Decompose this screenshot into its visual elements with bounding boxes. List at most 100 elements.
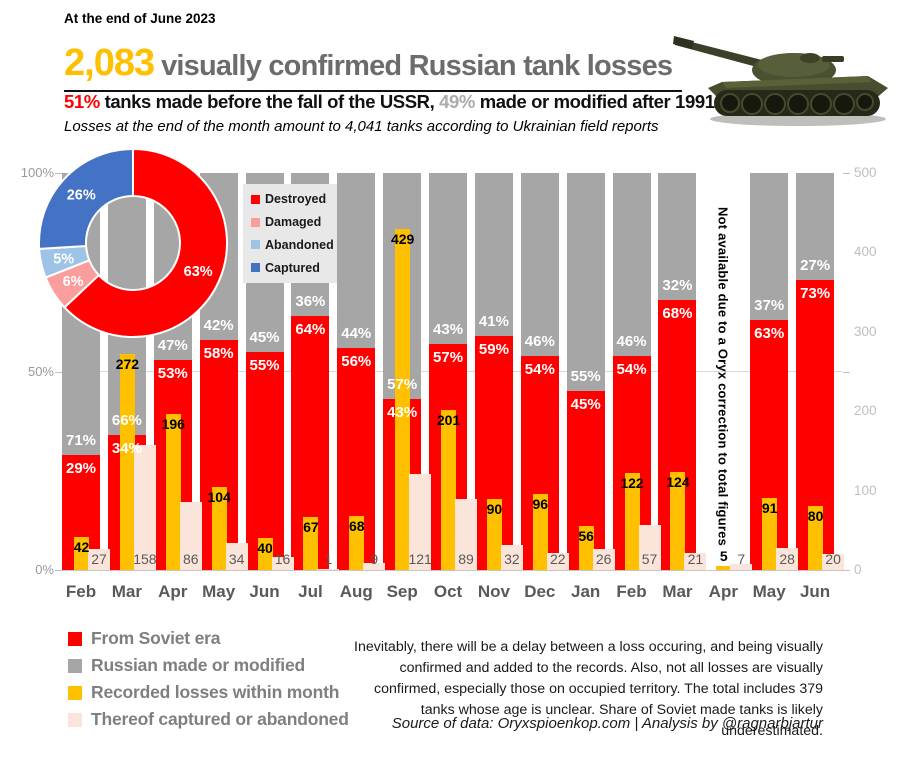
tank-gun — [673, 36, 770, 70]
recorded-losses-bar — [211, 487, 227, 570]
subtitle-soviet-share: 51% — [64, 91, 100, 112]
captured-value-label: 89 — [458, 551, 474, 567]
subtitle: 51% tanks made before the fall of the US… — [64, 91, 715, 113]
captured-value-label: 1 — [324, 551, 333, 567]
russian-share-label: 36% — [295, 292, 326, 310]
captured-abandoned-bar — [822, 554, 845, 570]
captured-value-label: 22 — [550, 551, 566, 567]
soviet-share-label: 64% — [295, 320, 326, 338]
legend-label: Thereof captured or abandoned — [91, 709, 349, 729]
legend-label: Destroyed — [265, 192, 327, 207]
captured-value-label: 7 — [737, 551, 746, 567]
month-label: Dec — [524, 582, 556, 601]
y-axis-left-tick — [55, 371, 62, 373]
captured-value-label: 16 — [274, 551, 291, 567]
recorded-losses-bar — [716, 566, 732, 570]
y-axis-right-label: 400 — [854, 244, 877, 260]
y-axis-right-label: 500 — [854, 165, 877, 180]
stacked-bar-russian — [520, 173, 559, 356]
russian-share-label: 42% — [203, 316, 234, 334]
legend-swatch-icon — [251, 240, 260, 250]
russian-share-label: 45% — [249, 328, 280, 346]
stacked-bar-russian — [750, 173, 789, 320]
month-label: May — [752, 582, 786, 601]
russian-share-label: 43% — [433, 320, 464, 338]
legend-label: From Soviet era — [91, 628, 221, 648]
legend-label: Damaged — [265, 215, 322, 230]
soviet-share-label: 43% — [387, 404, 418, 422]
donut-slice-pct-label: 5% — [53, 251, 74, 267]
recorded-losses-bar — [74, 536, 89, 570]
captured-value-label: 28 — [779, 551, 795, 567]
recorded-losses-bar — [670, 471, 686, 570]
y-axis-left-tick — [55, 570, 62, 571]
captured-value-label: 86 — [182, 551, 199, 567]
recorded-value-label: 429 — [390, 231, 415, 248]
russian-share-label: 47% — [157, 336, 188, 354]
legend-swatch-icon — [68, 712, 82, 727]
soviet-share-label: 56% — [341, 352, 372, 370]
stacked-bar-russian — [612, 173, 651, 356]
y-axis-right-label: 100 — [854, 482, 877, 498]
chart-legend-item: From Soviet era — [68, 628, 349, 649]
recorded-losses-bar — [395, 229, 411, 570]
donut-slice-captured — [38, 148, 134, 250]
recorded-value-label: 42 — [73, 538, 90, 555]
soviet-share-label: 59% — [478, 340, 509, 358]
donut-legend-item-captured: Captured — [243, 261, 337, 275]
month-label: Jun — [249, 582, 280, 601]
legend-swatch-icon — [68, 685, 82, 700]
chart-legend-item: Russian made or modified — [68, 655, 349, 676]
soviet-share-label: 63% — [754, 324, 785, 342]
chart-legend-item: Thereof captured or abandoned — [68, 709, 349, 730]
captured-abandoned-bar — [638, 524, 661, 570]
donut-legend-item-abandoned: Abandoned — [243, 238, 337, 252]
month-label: Jul — [298, 582, 323, 601]
stacked-bar-russian — [796, 173, 835, 281]
stacked-bar-russian — [337, 173, 376, 348]
month-label: Feb — [65, 582, 97, 601]
captured-value-label: 34 — [228, 551, 245, 567]
russian-share-label: 71% — [65, 431, 97, 449]
subtitle-mid-text: tanks made before the fall of the USSR, — [99, 91, 440, 112]
donut-legend: Destroyed Damaged Abandoned Captured — [243, 184, 337, 283]
recorded-losses-bar — [578, 525, 594, 570]
stacked-bar-soviet — [245, 351, 284, 570]
y-axis-right-tick — [843, 570, 850, 571]
month-label: Jun — [799, 582, 831, 601]
recorded-value-label: 96 — [532, 495, 549, 512]
soviet-share-label: 53% — [157, 364, 188, 382]
month-label: Nov — [477, 582, 510, 601]
captured-abandoned-bar — [225, 543, 248, 570]
russian-share-label: 46% — [524, 332, 555, 350]
page-title: 2,083 visually confirmed Russian tank los… — [64, 42, 683, 92]
recorded-value-label: 91 — [761, 499, 778, 516]
month-label: Aug — [339, 582, 373, 601]
month-label: Mar — [662, 582, 693, 601]
donut-slice-pct-label: 6% — [63, 274, 84, 290]
legend-swatch-icon — [251, 217, 260, 227]
captured-abandoned-bar — [133, 444, 156, 570]
y-axis-right-tick — [843, 371, 850, 373]
legend-label: Russian made or modified — [91, 655, 305, 675]
captured-abandoned-bar — [500, 544, 523, 570]
captured-value-label: 9 — [370, 551, 379, 567]
captured-abandoned-bar — [179, 501, 202, 570]
stacked-bar-russian — [474, 173, 513, 336]
russian-share-label: 57% — [387, 376, 418, 394]
captured-value-label: 26 — [595, 551, 612, 567]
soviet-share-label: 73% — [800, 285, 831, 303]
chart-legend: From Soviet era Russian made or modified R… — [68, 628, 349, 730]
y-axis-right-label: 0 — [854, 562, 862, 577]
y-axis-left-tick — [55, 173, 62, 174]
donut-legend-item-destroyed: Destroyed — [243, 192, 337, 206]
y-axis-left-label: 100% — [20, 165, 54, 180]
recorded-losses-bar — [441, 410, 457, 570]
captured-value-label: 27 — [91, 551, 107, 567]
russian-share-label: 55% — [570, 368, 601, 386]
captured-value-label: 158 — [133, 551, 157, 567]
soviet-share-label: 57% — [433, 348, 464, 366]
captured-abandoned-bar — [776, 547, 799, 570]
y-axis-right-label: 200 — [854, 403, 877, 419]
